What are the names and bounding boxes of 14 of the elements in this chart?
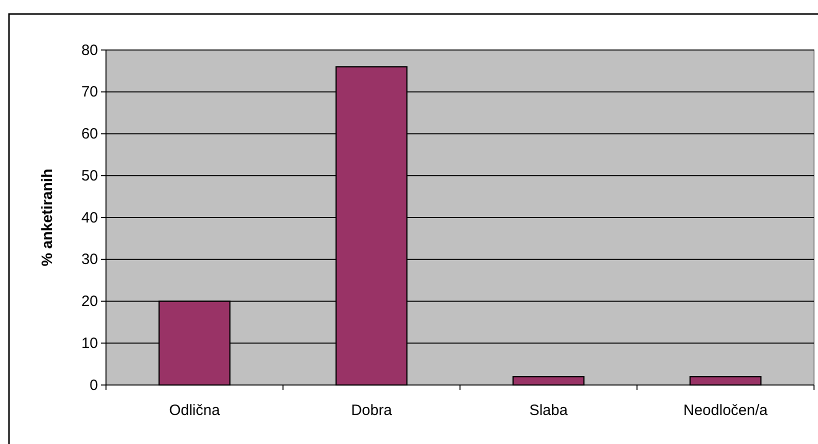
y-tick-label: 70: [81, 84, 98, 101]
y-tick-label: 80: [81, 42, 98, 59]
y-tick-label: 10: [81, 334, 98, 352]
x-tick-label: Dobra: [351, 402, 393, 419]
x-tick-label: Neodločen/a: [683, 402, 768, 419]
y-axis-title: % anketiranih: [39, 168, 56, 266]
y-tick-label: 40: [81, 209, 98, 226]
y-tick-label: 60: [81, 126, 98, 143]
y-tick-label: 0: [90, 376, 98, 394]
y-tick-label: 20: [81, 293, 98, 310]
x-tick-label: Odlična: [169, 402, 221, 419]
y-tick-label: 30: [81, 251, 98, 268]
x-tick-label: Slaba: [529, 402, 568, 419]
y-tick-label: 50: [81, 167, 98, 184]
